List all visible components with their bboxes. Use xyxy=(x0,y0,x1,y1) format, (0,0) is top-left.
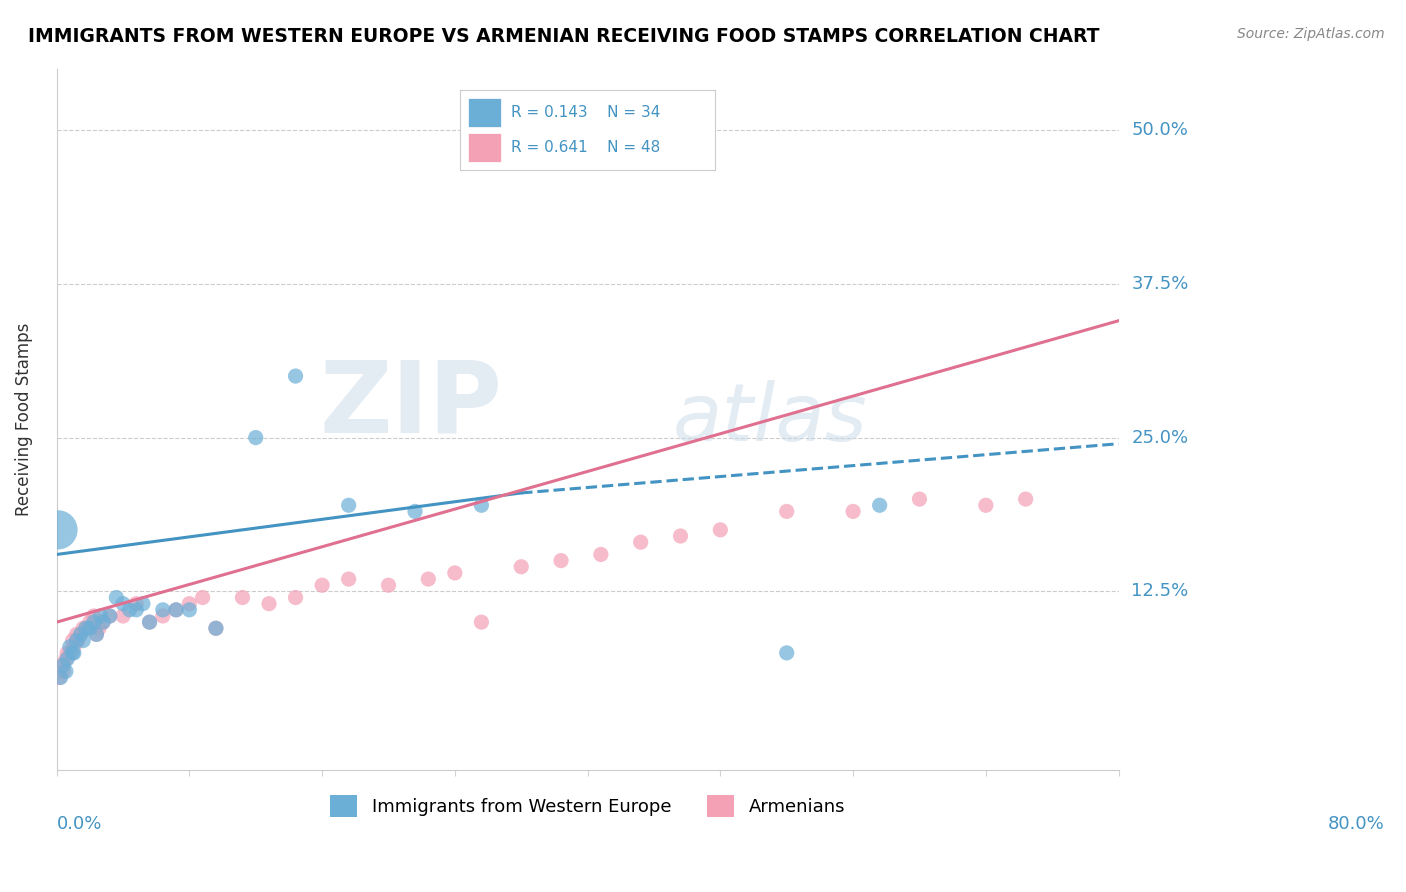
Point xyxy=(48,671,70,685)
Point xyxy=(46,523,69,537)
Point xyxy=(337,498,360,512)
Text: atlas: atlas xyxy=(672,380,868,458)
Point xyxy=(86,627,108,641)
Point xyxy=(245,431,267,445)
Point xyxy=(62,633,84,648)
Point xyxy=(69,627,91,641)
Text: ZIP: ZIP xyxy=(319,357,502,454)
Point xyxy=(83,609,105,624)
Point xyxy=(75,621,97,635)
Point xyxy=(1160,136,1182,150)
Legend: Immigrants from Western Europe, Armenians: Immigrants from Western Europe, Armenian… xyxy=(323,788,852,824)
Point xyxy=(776,504,799,518)
Text: 0.0%: 0.0% xyxy=(56,815,103,833)
Point xyxy=(444,566,467,580)
Point xyxy=(231,591,253,605)
Point xyxy=(89,609,111,624)
Point xyxy=(165,603,187,617)
Point xyxy=(69,627,91,641)
Point xyxy=(59,646,82,660)
Point xyxy=(284,369,307,384)
Point xyxy=(510,559,533,574)
Point xyxy=(86,627,108,641)
Point xyxy=(152,603,174,617)
Point xyxy=(257,597,280,611)
Point xyxy=(669,529,692,543)
Point xyxy=(709,523,731,537)
Point xyxy=(869,498,891,512)
Point xyxy=(65,633,87,648)
Point xyxy=(65,627,87,641)
Point xyxy=(55,652,77,666)
Text: 37.5%: 37.5% xyxy=(1132,275,1188,293)
Point xyxy=(377,578,399,592)
Point xyxy=(59,640,82,654)
Point xyxy=(56,652,79,666)
Point xyxy=(91,615,114,629)
Point xyxy=(83,615,105,629)
Point xyxy=(1014,492,1036,507)
Point xyxy=(908,492,931,507)
Point xyxy=(205,621,228,635)
Point xyxy=(165,603,187,617)
Point xyxy=(87,621,110,635)
Point xyxy=(550,553,572,567)
Point xyxy=(179,603,201,617)
Point xyxy=(179,597,201,611)
Point xyxy=(72,621,94,635)
Text: Source: ZipAtlas.com: Source: ZipAtlas.com xyxy=(1237,27,1385,41)
Point xyxy=(111,597,134,611)
Text: 50.0%: 50.0% xyxy=(1132,121,1188,139)
Point xyxy=(138,615,160,629)
Point xyxy=(311,578,333,592)
Point xyxy=(152,609,174,624)
Text: 25.0%: 25.0% xyxy=(1132,428,1188,447)
Point xyxy=(284,591,307,605)
Point xyxy=(842,504,865,518)
Point xyxy=(91,615,114,629)
Point xyxy=(62,646,84,660)
Point xyxy=(66,633,89,648)
Point xyxy=(52,665,75,679)
Point xyxy=(118,603,141,617)
Text: 12.5%: 12.5% xyxy=(1132,582,1188,600)
Point xyxy=(776,646,799,660)
Point xyxy=(63,646,86,660)
Point xyxy=(138,615,160,629)
Y-axis label: Receiving Food Stamps: Receiving Food Stamps xyxy=(15,322,32,516)
Point xyxy=(630,535,652,549)
Text: IMMIGRANTS FROM WESTERN EUROPE VS ARMENIAN RECEIVING FOOD STAMPS CORRELATION CHA: IMMIGRANTS FROM WESTERN EUROPE VS ARMENI… xyxy=(28,27,1099,45)
Point xyxy=(52,658,75,673)
Point xyxy=(49,671,72,685)
Point xyxy=(205,621,228,635)
Point xyxy=(404,504,426,518)
Point xyxy=(111,609,134,624)
Point xyxy=(79,621,101,635)
Point xyxy=(98,609,121,624)
Point xyxy=(63,640,86,654)
Point xyxy=(98,609,121,624)
Text: 80.0%: 80.0% xyxy=(1327,815,1384,833)
Point xyxy=(55,665,77,679)
Point xyxy=(125,603,148,617)
Point xyxy=(79,615,101,629)
Point xyxy=(974,498,997,512)
Point xyxy=(589,548,612,562)
Point xyxy=(51,658,73,673)
Point xyxy=(105,591,128,605)
Point xyxy=(337,572,360,586)
Point xyxy=(132,597,155,611)
Point xyxy=(125,597,148,611)
Point xyxy=(470,498,492,512)
Point xyxy=(191,591,214,605)
Point xyxy=(72,633,94,648)
Point xyxy=(75,621,97,635)
Point xyxy=(470,615,492,629)
Point xyxy=(56,646,79,660)
Point xyxy=(418,572,440,586)
